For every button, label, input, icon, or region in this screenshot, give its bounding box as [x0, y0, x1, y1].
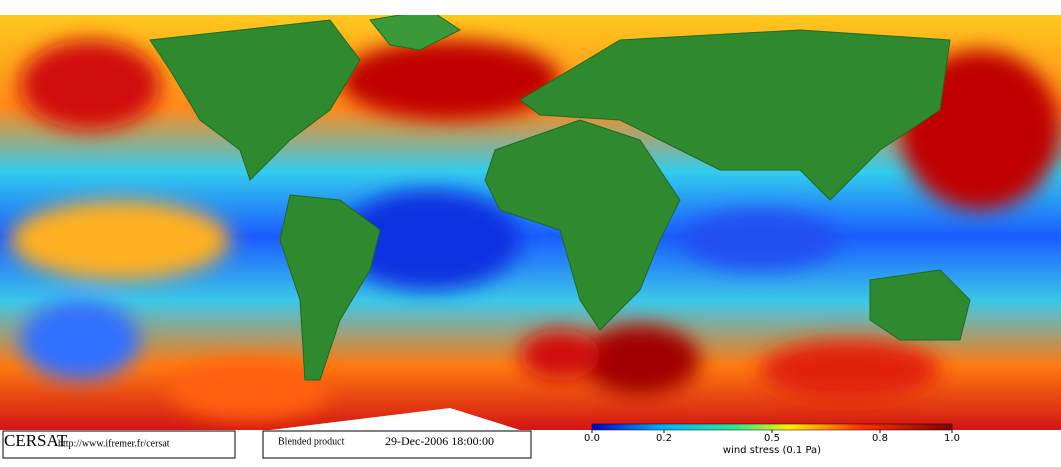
colorbar-tick-label: 0.2 — [656, 433, 672, 444]
colorbar-tick-label: 0.0 — [584, 433, 600, 444]
colorbar-tick-label: 1.0 — [944, 433, 960, 444]
logo-box — [2, 430, 236, 459]
url: http://www.ifremer.fr/cersat — [58, 438, 170, 449]
land — [149, 9, 971, 381]
colorbar-tick-label: 0.5 — [764, 433, 780, 444]
colorbar-label: wind stress (0.1 Pa) — [723, 445, 821, 456]
colorbar — [591, 423, 953, 431]
colorbar-tick-label: 0.8 — [872, 433, 888, 444]
logo: CERSAT — [4, 431, 68, 450]
product: Blended product — [278, 436, 345, 447]
date: 29-Dec-2006 18:00:00 — [385, 434, 494, 448]
product-box — [262, 430, 532, 459]
